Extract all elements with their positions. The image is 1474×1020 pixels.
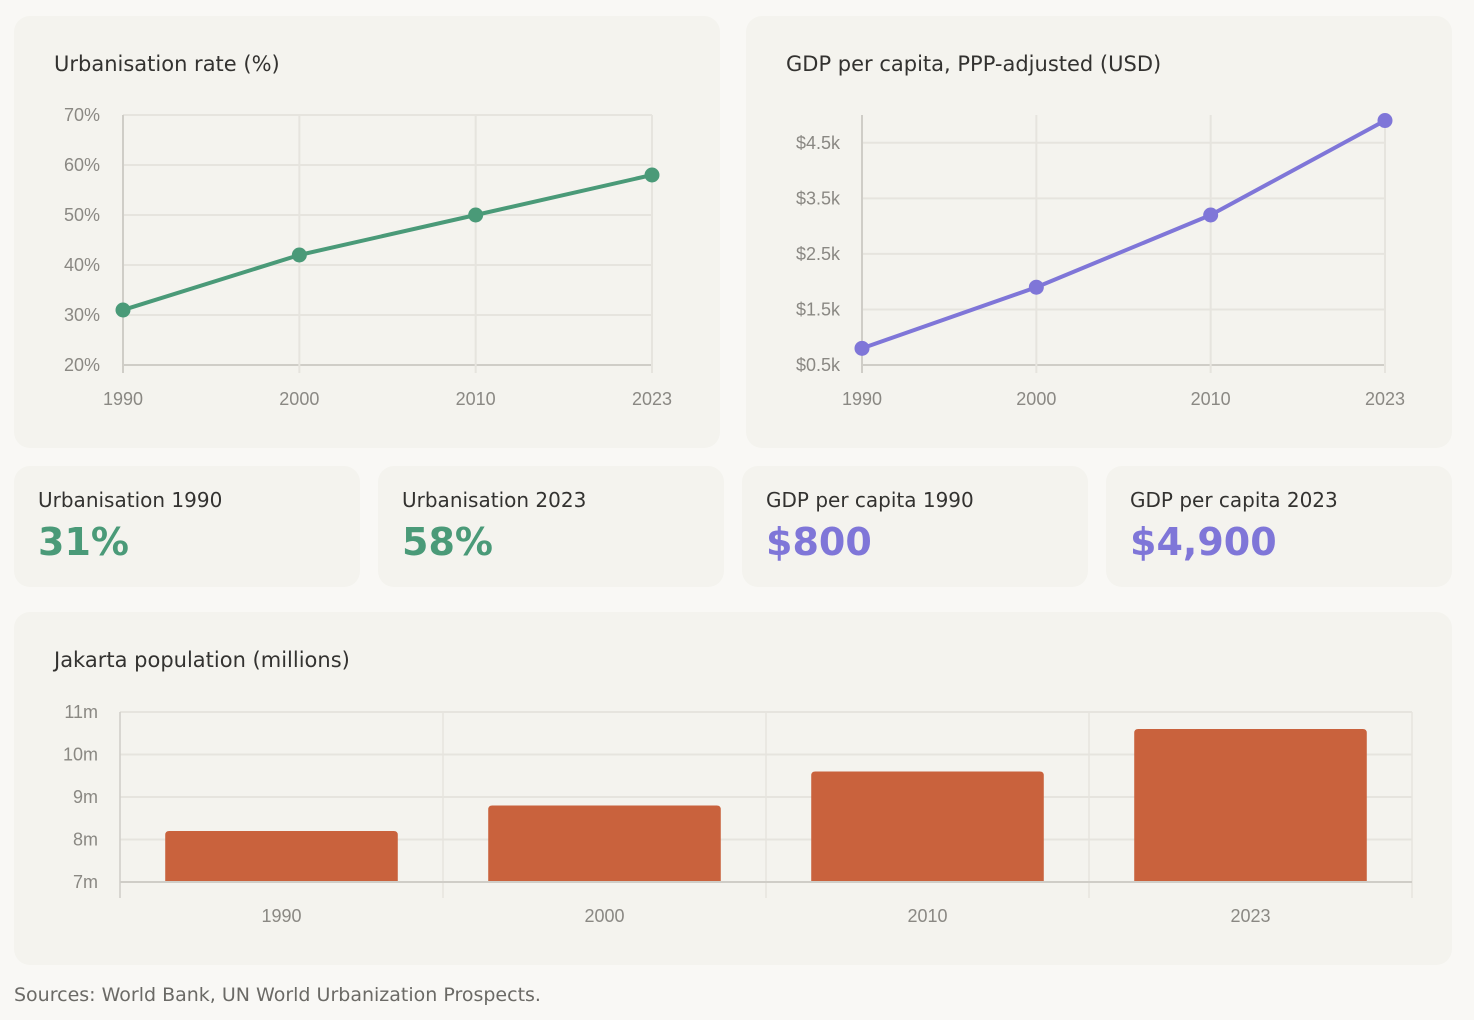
y-tick-label: 9m [73, 787, 98, 807]
x-tick-label: 2010 [1191, 389, 1231, 409]
x-tick-label: 2000 [1016, 389, 1056, 409]
data-point [291, 247, 307, 263]
series-line [861, 118, 1386, 351]
y-tick-label: $3.5k [796, 188, 841, 208]
bar [488, 805, 721, 882]
chart-title: GDP per capita, PPP-adjusted (USD) [786, 52, 1162, 76]
y-tick-label: $0.5k [796, 355, 841, 375]
kpi-label: Urbanisation 2023 [402, 488, 587, 512]
y-tick-label: 60% [64, 155, 100, 175]
data-point [115, 302, 131, 318]
y-tick-label: 7m [73, 872, 98, 892]
x-tick-label: 2023 [632, 389, 672, 409]
data-point [1028, 279, 1044, 295]
y-tick-label: 40% [64, 255, 100, 275]
x-tick-label: 2010 [907, 906, 947, 926]
y-tick-label: $4.5k [796, 133, 841, 153]
y-tick-label: 8m [73, 830, 98, 850]
kpi-card: Urbanisation 1990 31% [14, 466, 360, 587]
bar [1134, 729, 1367, 882]
x-tick-label: 2010 [456, 389, 496, 409]
bar [811, 771, 1044, 882]
source-note: Sources: World Bank, UN World Urbanizati… [14, 984, 541, 1006]
kpi-value: 58% [402, 520, 493, 564]
gdp-chart-card: GDP per capita, PPP-adjusted (USD) [746, 16, 1452, 448]
kpi-label: Urbanisation 1990 [38, 488, 223, 512]
y-tick-label: 20% [64, 355, 100, 375]
y-tick-label: $2.5k [796, 244, 841, 264]
x-tick-label: 2023 [1230, 906, 1270, 926]
kpi-value: $4,900 [1130, 520, 1277, 564]
x-tick-label: 2023 [1365, 389, 1405, 409]
kpi-value: $800 [766, 520, 872, 564]
chart-title: Jakarta population (millions) [54, 648, 350, 672]
bar [165, 831, 398, 882]
data-point [1377, 113, 1393, 129]
kpi-card: GDP per capita 2023 $4,900 [1106, 466, 1452, 587]
x-tick-label: 1990 [103, 389, 143, 409]
series-line [122, 173, 653, 312]
y-tick-label: 30% [64, 305, 100, 325]
kpi-card: GDP per capita 1990 $800 [742, 466, 1088, 587]
x-tick-label: 1990 [842, 389, 882, 409]
kpi-value: 31% [38, 520, 129, 564]
data-point [854, 340, 870, 356]
data-point [468, 207, 484, 223]
y-tick-label: 50% [64, 205, 100, 225]
data-point [644, 167, 660, 183]
kpi-label: GDP per capita 2023 [1130, 488, 1338, 512]
kpi-card: Urbanisation 2023 58% [378, 466, 724, 587]
chart-title: Urbanisation rate (%) [54, 52, 280, 76]
y-tick-label: 11m [64, 702, 98, 722]
kpi-label: GDP per capita 1990 [766, 488, 974, 512]
x-tick-label: 2000 [584, 906, 624, 926]
urbanisation-chart-card: Urbanisation rate (%) [14, 16, 720, 448]
x-tick-label: 1990 [261, 906, 301, 926]
y-tick-label: 70% [64, 105, 100, 125]
data-point [1203, 207, 1219, 223]
y-tick-label: 10m [63, 745, 98, 765]
x-tick-label: 2000 [279, 389, 319, 409]
y-tick-label: $1.5k [796, 299, 841, 319]
